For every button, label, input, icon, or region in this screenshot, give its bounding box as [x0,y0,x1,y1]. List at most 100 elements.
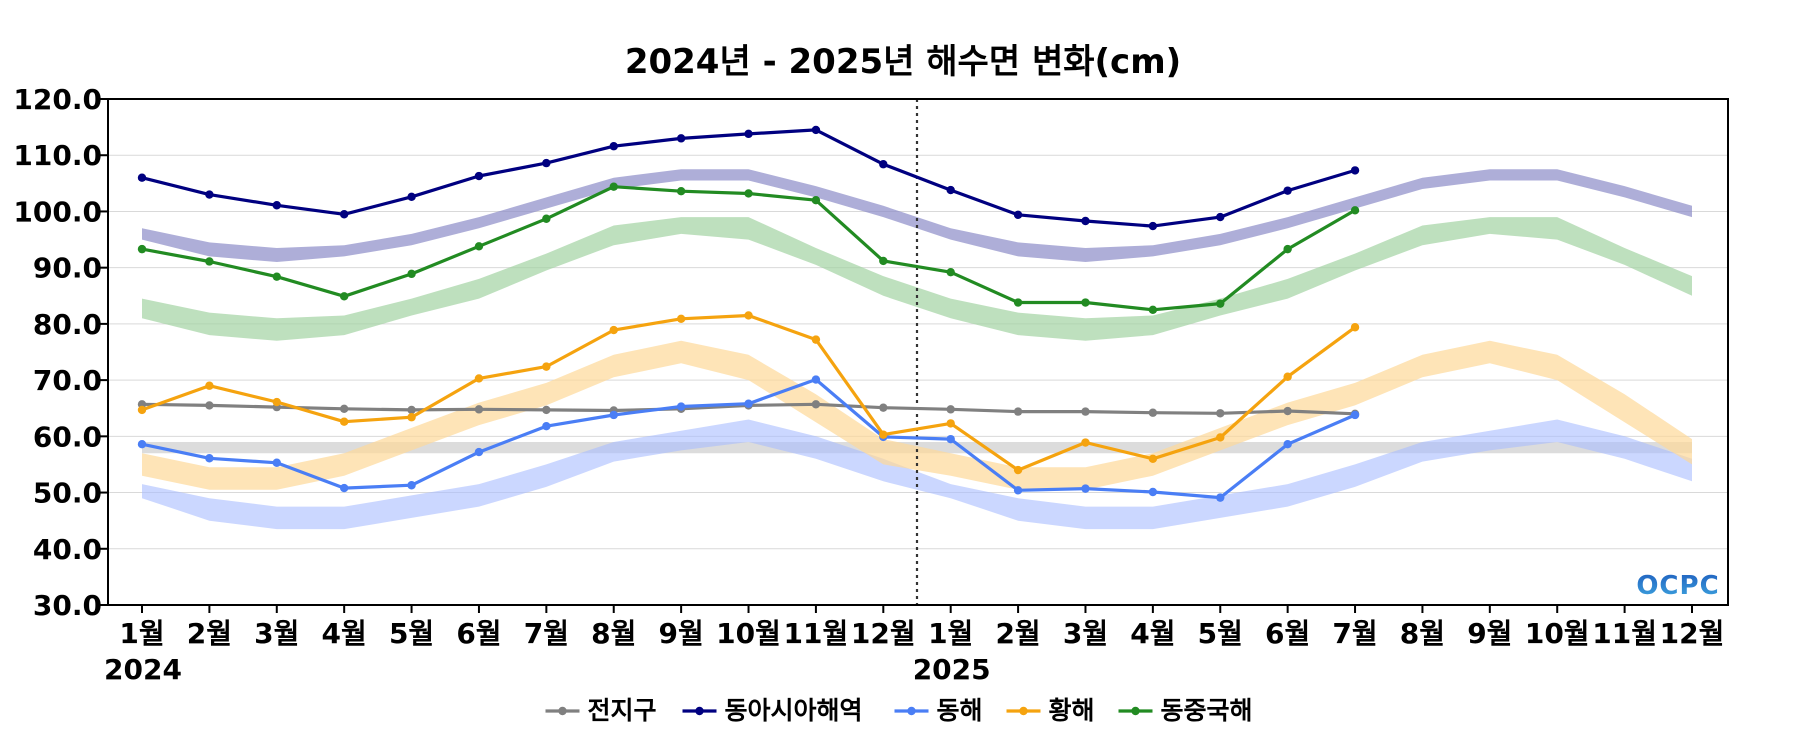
data-point [339,404,349,413]
data-point [542,405,551,415]
data-point [879,256,888,266]
data-point [339,483,349,493]
data-point [205,401,214,410]
x-tick-label: 6월 [456,617,501,650]
data-point [609,182,618,191]
data-point [1081,216,1090,226]
data-point [474,171,484,181]
data-point [811,400,821,409]
x-tick-label: 11월 [784,617,849,650]
ocpc-logo-text: OCPC [1636,571,1719,601]
data-point [407,481,416,490]
data-point [205,381,214,390]
x-tick-label: 12월 [851,617,916,650]
ocpc-logo: OCPC [1636,571,1719,601]
legend-label: 황해 [1049,696,1095,725]
x-tick-label: 1월 [119,617,164,650]
data-point [1081,298,1090,307]
data-point [946,419,955,428]
data-point [676,402,686,411]
data-point [1148,305,1158,315]
chart-title: 2024년 - 2025년 해수면 변화(cm) [625,42,1181,82]
climatology-band [142,217,1692,341]
data-point [407,269,416,279]
data-point [1081,407,1090,416]
data-point [542,214,551,223]
data-point [1350,206,1360,215]
x-axis-ticks: 1월 2월 3월 4월 5월 6월 7월 8월 9월 10월 11월 12월 1월 2월 3월 4월 5월 6월 7… [119,605,1724,650]
data-point [1216,493,1225,502]
data-point [339,417,349,426]
data-point [946,434,955,444]
data-point [609,325,618,335]
data-point [1216,409,1225,418]
data-point [744,189,753,198]
data-point [1283,372,1292,381]
data-point [137,244,147,254]
data-point [811,125,821,135]
x-tick-label: 12월 [1660,617,1725,650]
x-tick-label: 6월 [1265,617,1310,650]
x-tick-label: 10월 [1525,617,1590,650]
climatology-band [142,340,1692,490]
x-tick-label: 2월 [187,617,232,650]
data-point [879,430,888,439]
x-tick-label: 5월 [1198,617,1243,650]
data-point [474,242,484,251]
year-label: 2024 [104,653,182,686]
data-point [205,190,214,199]
data-point [272,458,281,467]
data-point [1013,298,1023,307]
y-axis-ticks: 30.0 40.0 50.0 60.0 70.0 80.0 90.0 100.0 110.0 12… [13,83,108,622]
y-tick-label: 80.0 [33,308,102,341]
data-point [1013,210,1023,220]
legend-marker [558,706,567,716]
data-point [137,440,147,449]
year-labels: 2024 2025 [104,653,991,686]
legend-marker [907,706,916,716]
x-tick-label: 10월 [716,617,781,650]
data-point [542,158,551,168]
data-point [339,292,349,301]
x-tick-label: 5월 [389,617,434,650]
data-point [407,405,416,415]
y-tick-label: 40.0 [33,533,102,566]
legend-label: 동중국해 [1161,696,1253,725]
data-point [1148,221,1158,231]
data-point [879,403,888,412]
series-lines [137,125,1360,502]
x-tick-label: 3월 [254,617,299,650]
data-point [946,185,955,195]
legend: 전지구 동아시아해역 동해 황해 동중국해 [545,696,1253,725]
x-tick-label: 3월 [1063,617,1108,650]
x-tick-label: 8월 [591,617,636,650]
data-point [1350,323,1360,332]
data-point [811,196,821,205]
data-point [946,405,955,414]
data-point [1350,166,1360,175]
data-point [205,257,214,266]
plot-frame [107,98,1729,606]
data-point [407,413,416,422]
data-point [879,160,888,169]
data-point [1216,433,1225,442]
data-point [137,173,147,182]
y-tick-label: 50.0 [33,477,102,510]
data-point [744,129,753,139]
y-tick-label: 70.0 [33,364,102,397]
data-point [1283,440,1292,449]
climatology-band [142,169,1692,262]
data-point [1013,486,1023,495]
data-point [339,210,349,219]
data-point [542,422,551,431]
x-tick-label: 7월 [524,617,569,650]
data-point [272,272,281,281]
data-point [676,134,686,143]
data-point [609,142,618,151]
data-point [946,267,955,277]
y-tick-label: 60.0 [33,420,102,453]
x-tick-label: 4월 [322,617,367,650]
y-tick-label: 90.0 [33,252,102,285]
data-point [1350,410,1360,420]
